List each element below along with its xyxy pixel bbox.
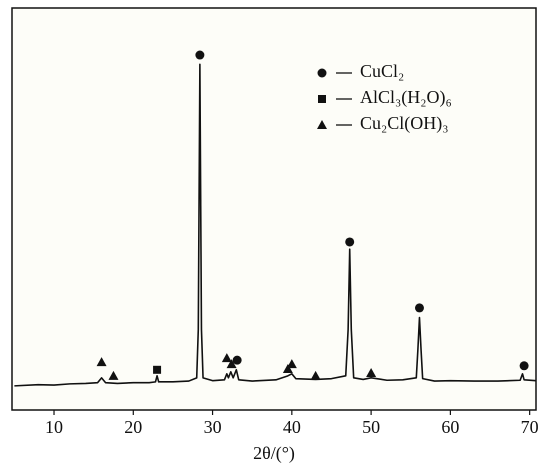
peak-marker: [195, 50, 205, 60]
peak-marker: [108, 370, 119, 380]
peak-marker: [153, 365, 162, 374]
legend-label: AlCl₃(H₂O)₆: [360, 87, 452, 108]
peak-marker: [226, 359, 237, 369]
x-tick-label: 30: [204, 417, 222, 437]
peak-marker: [96, 357, 107, 367]
peak-marker: [282, 363, 293, 373]
x-axis-label: 2θ/(°): [253, 443, 295, 464]
x-tick-label: 50: [362, 417, 380, 437]
x-tick-label: 20: [124, 417, 142, 437]
peak-marker: [232, 355, 242, 365]
x-tick-label: 60: [441, 417, 459, 437]
peak-marker: [345, 237, 355, 247]
legend-symbol: [317, 120, 327, 129]
legend-symbol: [318, 95, 326, 103]
plot-frame: [11, 7, 537, 411]
xrd-pattern: [14, 63, 537, 387]
x-tick-label: 70: [521, 417, 539, 437]
legend-symbol: [317, 68, 327, 78]
legend-label: CuCl₂: [360, 61, 404, 81]
peak-marker: [310, 370, 321, 380]
x-tick-label: 40: [283, 417, 301, 437]
peak-marker: [286, 359, 297, 369]
x-tick-label: 10: [45, 417, 63, 437]
peak-marker: [221, 353, 232, 363]
peak-marker: [519, 361, 529, 371]
legend-label: Cu₂Cl(OH)₃: [360, 113, 449, 134]
peak-marker: [366, 368, 377, 378]
peak-marker: [414, 303, 424, 313]
